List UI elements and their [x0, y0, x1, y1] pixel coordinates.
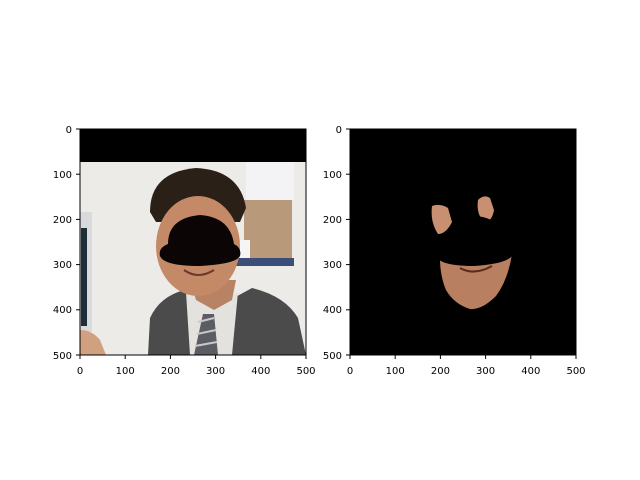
hand [80, 330, 106, 355]
y-tick-label: 500 [53, 351, 72, 362]
skin-right-temple-region [477, 196, 494, 222]
mouth [183, 269, 215, 276]
x-tick-label: 0 [77, 366, 83, 377]
x-tick-label: 400 [521, 366, 540, 377]
axes-left: 0 100 200 300 400 500 0 100 200 300 400 … [53, 125, 316, 377]
y-tick-label: 200 [323, 215, 342, 226]
x-axis-left: 0 100 200 300 400 500 [77, 355, 316, 377]
axes-right: 0 100 200 300 400 500 0 100 200 300 400 … [323, 125, 586, 377]
x-tick-label: 500 [566, 366, 585, 377]
y-tick-label: 0 [336, 125, 342, 136]
y-tick-label: 300 [53, 260, 72, 271]
y-tick-label: 400 [53, 305, 72, 316]
x-tick-label: 100 [386, 366, 405, 377]
wall-paper [246, 162, 294, 200]
y-tick-label: 0 [66, 125, 72, 136]
image-left [80, 129, 306, 355]
x-tick-label: 200 [161, 366, 180, 377]
y-tick-label: 500 [323, 351, 342, 362]
y-axis-left: 0 100 200 300 400 500 [53, 125, 80, 362]
board-frame [236, 258, 294, 266]
axes-frame-right [349, 128, 577, 356]
x-axis-right: 0 100 200 300 400 500 [347, 355, 586, 377]
skin-left-ear-region [431, 204, 452, 234]
mouth [459, 265, 493, 273]
y-tick-label: 200 [53, 215, 72, 226]
occluder-mask [159, 215, 241, 266]
y-tick-label: 100 [323, 170, 342, 181]
tie-stripes [194, 317, 218, 347]
x-tick-label: 200 [431, 366, 450, 377]
x-tick-label: 300 [206, 366, 225, 377]
x-tick-label: 500 [296, 366, 315, 377]
y-tick-label: 100 [53, 170, 72, 181]
axes-frame-left [79, 128, 307, 356]
occluder-hole [436, 216, 513, 266]
monitor-screen [81, 228, 87, 326]
x-tick-label: 400 [251, 366, 270, 377]
x-tick-label: 0 [347, 366, 353, 377]
y-tick-label: 400 [323, 305, 342, 316]
x-tick-label: 300 [476, 366, 495, 377]
cork-board [244, 200, 292, 258]
x-tick-label: 100 [116, 366, 135, 377]
skin-lower-face [440, 254, 512, 310]
y-tick-label: 300 [323, 260, 342, 271]
y-axis-right: 0 100 200 300 400 500 [323, 125, 350, 362]
segmented-face [431, 196, 513, 310]
